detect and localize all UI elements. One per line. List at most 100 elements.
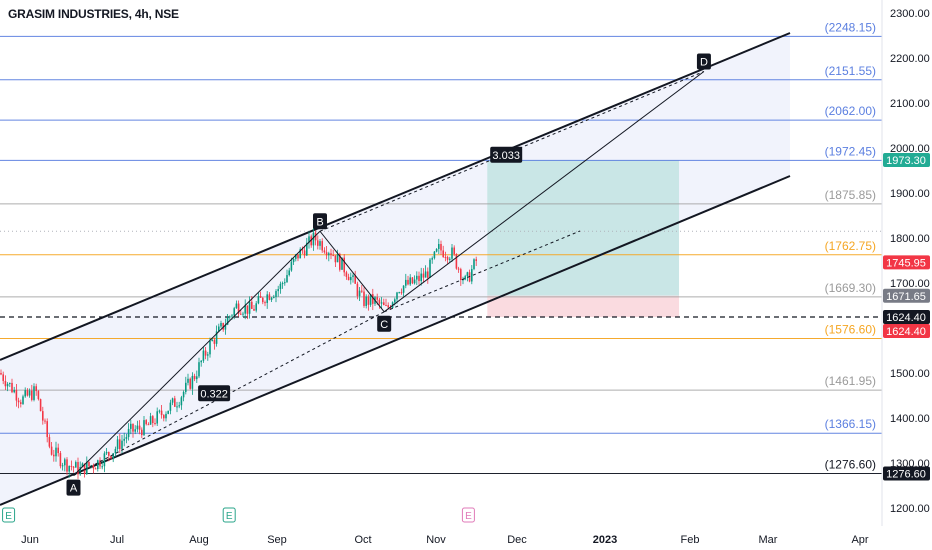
candle-body	[314, 232, 317, 241]
candle-body	[88, 461, 90, 467]
candle-body	[13, 389, 15, 393]
fib-level-label: (2248.15)	[825, 20, 876, 34]
candle-body	[110, 455, 112, 459]
candle-body	[431, 258, 433, 260]
candle-body	[328, 253, 330, 256]
candle-body	[299, 249, 301, 259]
candle-body	[248, 301, 251, 314]
candle-body	[325, 252, 328, 256]
candle-body	[409, 277, 411, 285]
pattern-point-badge	[66, 479, 81, 496]
candle-body	[433, 251, 436, 259]
pattern-projection-line	[384, 230, 581, 313]
candle-body	[187, 378, 189, 383]
earnings-marker	[2, 507, 16, 523]
candle-body	[462, 279, 464, 281]
candle-body	[288, 270, 290, 276]
pattern-point-label: D	[700, 57, 708, 69]
price-tag	[883, 324, 930, 339]
candle-body	[70, 465, 73, 467]
ratio-badge	[490, 146, 523, 163]
candle-body	[442, 250, 444, 257]
candle-body	[114, 448, 117, 454]
candle-body	[281, 283, 284, 285]
candle-body	[167, 410, 169, 414]
candle-body	[4, 380, 7, 387]
candle-body	[297, 254, 299, 259]
candle-body	[277, 289, 279, 292]
fib-level-label: (1669.30)	[825, 281, 876, 295]
candle-body	[185, 382, 187, 392]
candle-body	[284, 282, 286, 284]
candle-body	[112, 453, 114, 459]
price-axis-bg	[882, 0, 932, 550]
candle-body	[308, 236, 310, 243]
candle-body	[389, 307, 392, 309]
candle-body	[220, 322, 222, 327]
candle-body	[119, 439, 121, 449]
candle-body	[306, 242, 308, 256]
candle-body	[471, 269, 473, 282]
candle-body	[46, 421, 48, 438]
pattern-point-label: B	[316, 216, 323, 228]
candle-body	[79, 466, 81, 475]
candle-body	[57, 447, 59, 454]
candle-body	[455, 254, 458, 269]
candle-body	[127, 428, 130, 438]
candle-body	[363, 291, 365, 306]
candle-body	[270, 297, 273, 300]
candle-body	[116, 439, 119, 449]
candle-body	[438, 244, 440, 249]
candle-body	[400, 292, 403, 294]
candle-body	[136, 425, 139, 430]
candle-body	[169, 402, 172, 411]
fib-level-label: (2151.55)	[825, 64, 876, 78]
candle-body	[350, 277, 352, 281]
candle-body	[48, 437, 51, 447]
candle-body	[385, 305, 387, 307]
candle-body	[330, 253, 332, 256]
candle-body	[264, 302, 266, 304]
candle-body	[345, 272, 348, 277]
pattern-point-badge	[696, 53, 711, 70]
candle-body	[275, 291, 277, 297]
candle-body	[59, 453, 62, 467]
price-tag	[883, 310, 930, 325]
price-axis-tick: 1400.00	[890, 413, 930, 425]
candle-body	[176, 406, 178, 408]
candle-body	[398, 292, 400, 294]
price-tag	[883, 466, 930, 481]
candle-body	[215, 331, 218, 344]
candle-body	[242, 313, 244, 315]
candle-body	[64, 459, 66, 466]
candle-body	[407, 279, 409, 285]
candle-body	[376, 297, 378, 300]
candle-body	[422, 273, 425, 278]
candle-body	[229, 316, 231, 318]
candle-body	[369, 294, 372, 305]
candle-body	[310, 236, 312, 246]
candle-body	[154, 422, 156, 424]
candle-body	[418, 275, 420, 282]
candle-body	[97, 460, 99, 469]
candle-body	[444, 256, 447, 258]
price-axis-tick: 1200.00	[890, 503, 930, 515]
earnings-marker	[461, 507, 475, 523]
candle-body	[336, 253, 339, 263]
candle-body	[372, 294, 374, 304]
candle-body	[246, 305, 249, 314]
fib-level-label: (1461.95)	[825, 374, 876, 388]
candle-body	[44, 420, 46, 422]
candle-body	[424, 271, 427, 278]
candle-body	[268, 294, 271, 300]
candle-body	[427, 271, 429, 278]
candle-body	[290, 262, 293, 271]
candle-body	[453, 247, 455, 255]
candle-body	[259, 296, 262, 298]
chart-title: GRASIM INDUSTRIES, 4h, NSE	[8, 7, 179, 21]
pattern-point-label: C	[380, 319, 388, 331]
candle-body	[6, 383, 9, 387]
candle-body	[83, 463, 86, 475]
candle-body	[53, 454, 55, 457]
